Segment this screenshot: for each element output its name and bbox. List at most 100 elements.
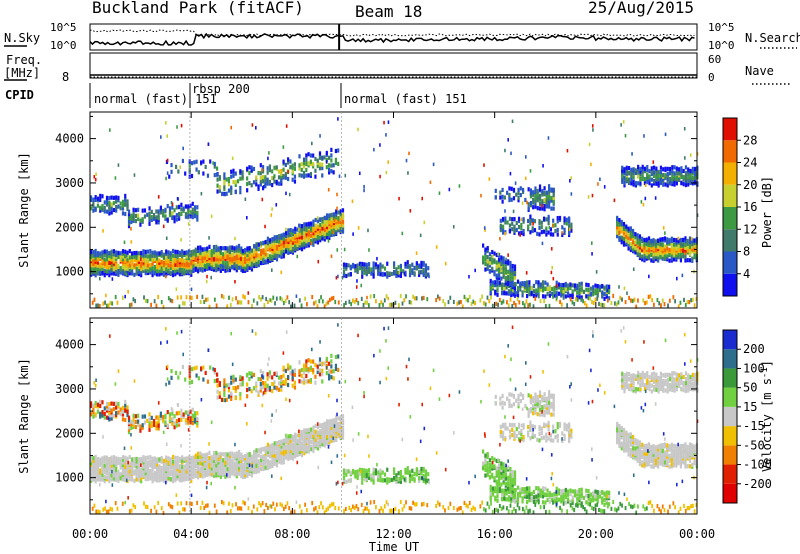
power-cell [137, 269, 141, 275]
power-cell [663, 256, 667, 261]
power-cell [578, 281, 581, 287]
power-cell [329, 297, 331, 303]
power-cell [537, 287, 540, 292]
power-cell [121, 254, 125, 259]
velocity-cell [252, 372, 256, 378]
power-cell [190, 267, 193, 272]
power-cell [615, 302, 618, 307]
power-cell [108, 204, 111, 209]
power-cell [494, 280, 497, 285]
power-cell [171, 248, 175, 254]
power-cell [565, 221, 568, 226]
power-cell [641, 247, 644, 252]
power-cell [284, 162, 287, 167]
velocity-cell [135, 477, 138, 482]
power-cell [383, 266, 387, 271]
power-cell [415, 261, 418, 266]
power-cell [435, 297, 438, 303]
power-cell [164, 121, 167, 125]
power-cell [101, 266, 104, 271]
power-cell [496, 288, 499, 293]
power-cell [187, 213, 190, 218]
power-cell [99, 251, 102, 256]
power-cell [513, 266, 517, 271]
power-cell [352, 298, 354, 303]
velocity-cell [255, 451, 258, 456]
velocity-cell [298, 438, 301, 443]
power-cell [601, 283, 604, 289]
power-cell [644, 196, 647, 201]
power-cell [155, 209, 158, 214]
power-cell [314, 223, 317, 228]
velocity-cell [341, 418, 345, 423]
power-cell [278, 250, 281, 255]
power-cell [397, 265, 400, 270]
power-cell [524, 197, 527, 203]
velocity-cell [139, 428, 142, 433]
power-cell [302, 164, 306, 169]
power-cell [488, 257, 492, 262]
power-cell [499, 190, 502, 195]
power-cell [166, 217, 169, 222]
power-cell [130, 251, 134, 256]
power-cell [309, 153, 312, 158]
velocity-cell [190, 465, 193, 470]
velocity-cell [176, 467, 179, 472]
power-cell [482, 257, 485, 262]
power-cell [336, 248, 339, 252]
velocity-cell [244, 468, 247, 473]
velocity-cell [156, 471, 159, 476]
power-cell [636, 238, 639, 243]
power-cell [668, 247, 671, 252]
power-cell [327, 239, 330, 243]
power-cell [255, 249, 258, 254]
power-cell [293, 174, 297, 179]
power-cell [126, 272, 129, 278]
power-cell [636, 233, 639, 238]
power-cell [174, 272, 177, 277]
velocity-cell [105, 470, 109, 476]
velocity-cell [244, 456, 247, 461]
power-cell [201, 247, 204, 252]
power-cell [511, 267, 514, 273]
power-cell [222, 255, 225, 260]
power-cell [666, 246, 669, 251]
power-cell [93, 297, 96, 302]
velocity-cell [218, 381, 221, 386]
power-cell [334, 148, 338, 154]
power-cell [99, 205, 102, 210]
power-cell [207, 142, 210, 146]
power-cell [217, 263, 220, 268]
velocity-cell [121, 417, 125, 422]
velocity-cell [228, 465, 232, 470]
power-cell [385, 170, 388, 175]
power-cell [415, 266, 418, 271]
power-cell [684, 242, 687, 247]
colorbar-swatch [723, 229, 737, 252]
power-cell [266, 252, 269, 258]
velocity-cell [226, 474, 229, 479]
power-cell [246, 252, 249, 258]
velocity-cell [203, 464, 207, 469]
velocity-cell [255, 458, 258, 463]
power-cell [424, 263, 428, 268]
power-cell [126, 263, 129, 268]
power-cell [203, 250, 207, 256]
power-cell [573, 287, 577, 292]
power-cell [562, 285, 565, 291]
power-cell [356, 279, 358, 283]
velocity-cell [261, 383, 265, 388]
power-cell [314, 156, 317, 162]
power-cell [390, 271, 393, 277]
power-cell [291, 169, 294, 174]
velocity-cell [253, 458, 256, 463]
power-cell [305, 153, 308, 158]
velocity-cell [287, 437, 290, 442]
power-cell [246, 266, 249, 271]
velocity-cell [271, 462, 274, 468]
velocity-cell [273, 385, 276, 390]
power-cell [160, 268, 163, 273]
power-cell [312, 153, 315, 158]
power-cell [526, 200, 528, 205]
velocity-cell [298, 446, 301, 451]
